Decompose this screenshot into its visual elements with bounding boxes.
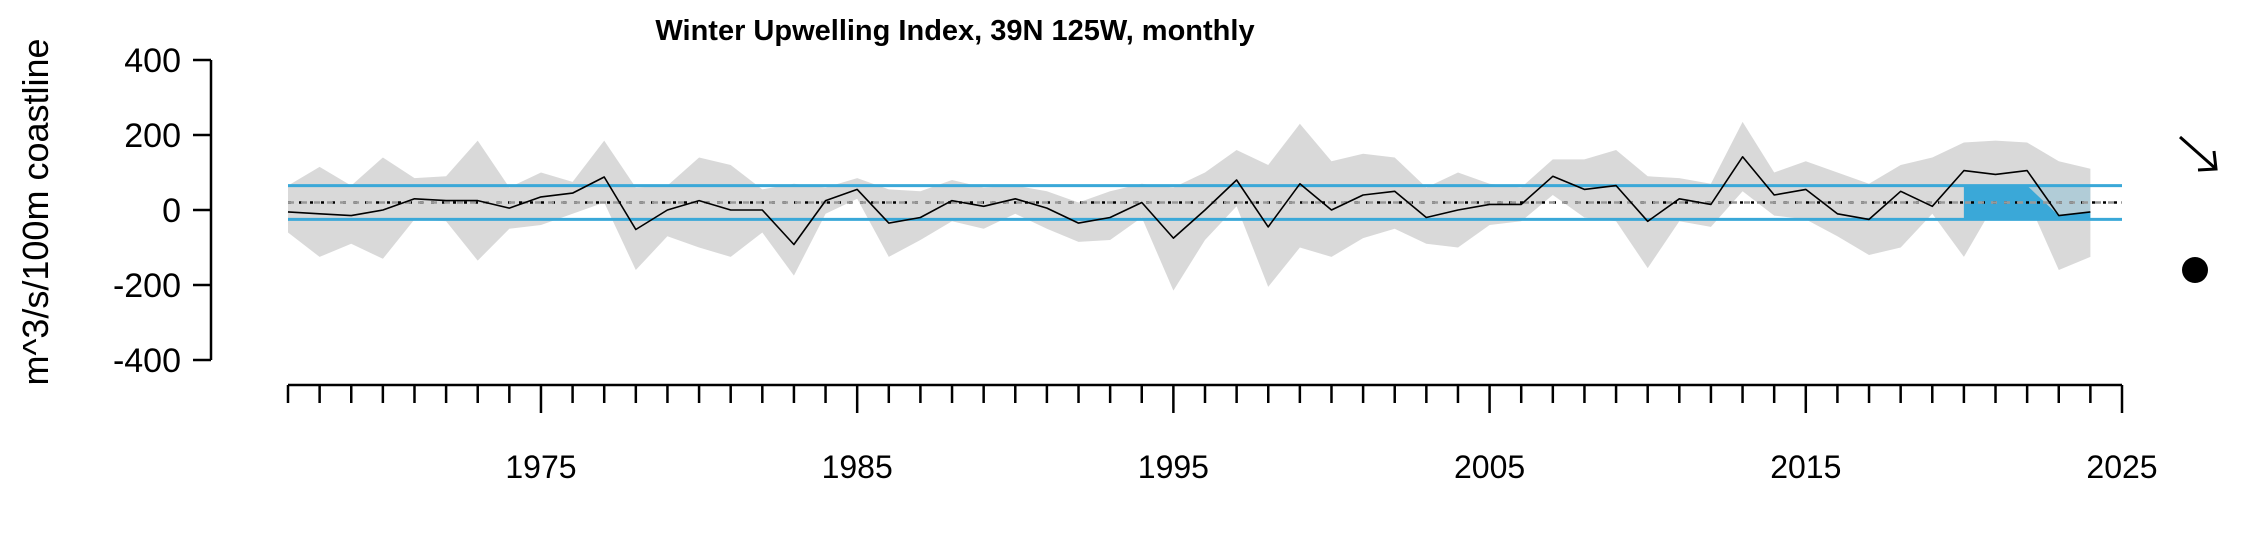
x-tick-label: 1975	[505, 449, 576, 485]
x-tick-label: 2025	[2086, 449, 2157, 485]
x-tick-label: 1995	[1138, 449, 1209, 485]
range-band-layer	[288, 121, 2091, 291]
series-layer	[287, 156, 2091, 246]
x-tick-label: 2005	[1454, 449, 1525, 485]
range-band	[288, 121, 2091, 291]
y-axis: 400 200 0 -200 -400	[113, 42, 213, 380]
y-tick-label: 400	[124, 42, 181, 80]
filled-circle-icon	[2182, 257, 2208, 283]
status-symbols	[2179, 135, 2218, 283]
reference-lines-layer	[288, 184, 2122, 221]
x-tick-label: 2015	[1770, 449, 1841, 485]
x-tick-label: 1985	[822, 449, 893, 485]
series-line	[287, 156, 2091, 246]
arrow-down-right-icon	[2179, 135, 2218, 172]
y-tick-label: 200	[124, 117, 181, 155]
y-axis-label: m^3/s/100m coastline	[15, 38, 56, 385]
y-tick-label: -200	[113, 267, 181, 305]
y-tick-label: 0	[162, 192, 181, 230]
y-tick-label: -400	[113, 342, 181, 380]
x-axis: 1975 1985 1995 2005 2015 2025	[286, 383, 2158, 485]
chart-title: Winter Upwelling Index, 39N 125W, monthl…	[655, 15, 1254, 47]
